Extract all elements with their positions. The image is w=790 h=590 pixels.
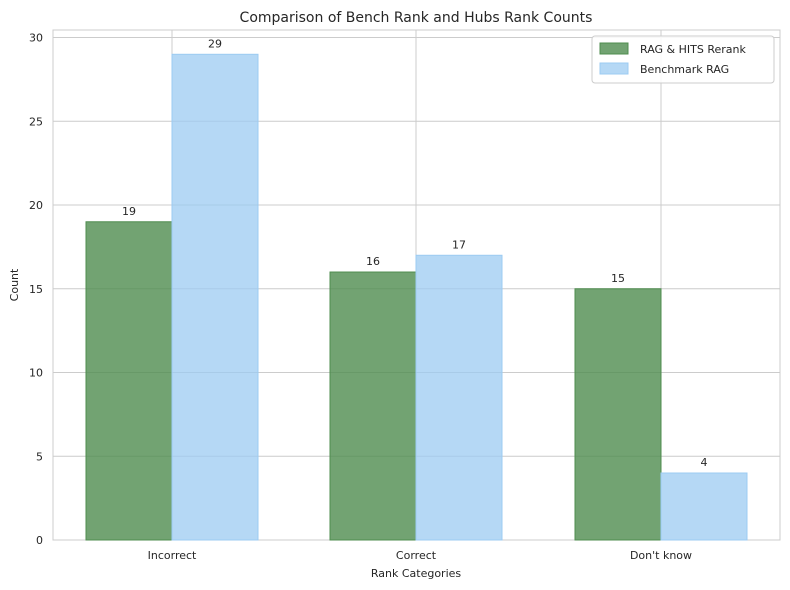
legend: RAG & HITS Rerank Benchmark RAG (591, 35, 775, 84)
bar-rag-hits-rerank-don-t-know (574, 288, 662, 541)
legend-box (591, 35, 775, 84)
y-tick-label-25: 25 (29, 115, 43, 128)
bar-benchmark-rag-incorrect (171, 53, 259, 541)
bar-benchmark-rag-correct (415, 254, 503, 541)
y-tick-label-0: 0 (36, 534, 43, 547)
legend-swatch-benchmark-rag (599, 62, 629, 75)
data-label-rag-hits-rerank-incorrect: 19 (122, 205, 136, 218)
bar-rag-hits-rerank-correct (329, 271, 417, 541)
y-tick-label-10: 10 (29, 367, 43, 380)
bar-benchmark-rag-don-t-know (660, 472, 748, 541)
legend-label-rag-hits-rerank: RAG & HITS Rerank (640, 43, 746, 56)
tick-labels: 0 5 10 15 20 25 30 Incorrect Correct Don't know (29, 32, 692, 562)
data-label-benchmark-rag-don-t-know: 4 (701, 456, 708, 469)
data-labels: 19 16 15 29 17 4 (122, 37, 708, 469)
y-tick-label-5: 5 (36, 450, 43, 463)
data-label-benchmark-rag-incorrect: 29 (208, 37, 222, 50)
bars (85, 53, 748, 541)
data-label-benchmark-rag-correct: 17 (452, 238, 466, 251)
legend-label-benchmark-rag: Benchmark RAG (640, 63, 729, 76)
x-tick-label-incorrect: Incorrect (148, 549, 197, 562)
x-axis-label: Rank Categories (371, 567, 462, 580)
bar-rag-hits-rerank-incorrect (85, 221, 173, 541)
chart-title: Comparison of Bench Rank and Hubs Rank C… (240, 10, 593, 26)
legend-swatch-rag-hits-rerank (599, 42, 629, 55)
y-tick-label-30: 30 (29, 32, 43, 45)
data-label-rag-hits-rerank-correct: 16 (366, 255, 380, 268)
x-tick-label-don-t-know: Don't know (630, 549, 692, 562)
x-tick-label-correct: Correct (396, 549, 437, 562)
y-axis-label: Count (8, 268, 21, 301)
data-label-rag-hits-rerank-don-t-know: 15 (611, 272, 625, 285)
y-tick-label-20: 20 (29, 199, 43, 212)
y-tick-label-15: 15 (29, 283, 43, 296)
